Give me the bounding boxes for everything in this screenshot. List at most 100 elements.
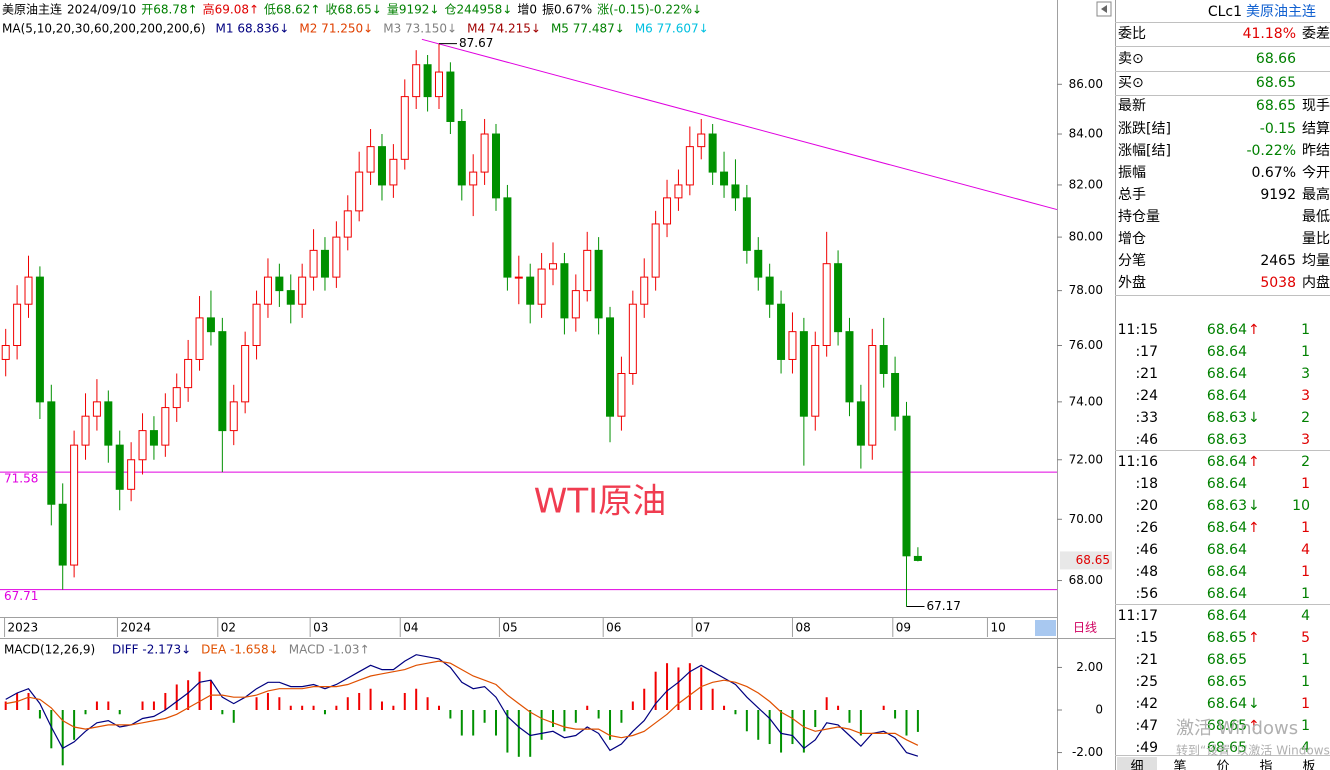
ma-legend-item: M5 77.487↓ bbox=[551, 22, 625, 36]
quote-right-label: 量比 bbox=[1302, 231, 1330, 247]
macd-legend-item: MACD -1.03↑ bbox=[289, 643, 370, 657]
tick-time: :56 bbox=[1135, 586, 1158, 602]
quote-value: 9192 bbox=[1260, 187, 1296, 203]
candle-body bbox=[628, 303, 637, 374]
active-tab[interactable] bbox=[1117, 757, 1157, 770]
tick-time: :24 bbox=[1135, 388, 1158, 404]
x-tick-label: 08 bbox=[795, 621, 810, 635]
bottom-tab[interactable]: 价 bbox=[1216, 760, 1229, 770]
candle-body bbox=[879, 345, 888, 374]
y-tick-label: 78.00 bbox=[1069, 283, 1103, 297]
tick-price: 68.63 bbox=[1207, 498, 1247, 514]
quote-label: 涨幅[结] bbox=[1118, 143, 1171, 159]
tick-time: :46 bbox=[1135, 432, 1158, 448]
candle-body bbox=[834, 263, 843, 333]
tick-volume: 3 bbox=[1301, 388, 1310, 404]
candle-body bbox=[514, 276, 523, 279]
tick-time: :49 bbox=[1135, 740, 1158, 756]
os-watermark-text: 转到“设置”以激活 Windows。 bbox=[1176, 743, 1330, 758]
tick-volume: 2 bbox=[1301, 410, 1310, 426]
candle-body bbox=[583, 249, 592, 292]
tick-price: 68.64 bbox=[1207, 476, 1247, 492]
macd-title: MACD(12,26,9) bbox=[4, 643, 95, 657]
tick-volume: 3 bbox=[1301, 432, 1310, 448]
x-tick-label: 07 bbox=[695, 621, 710, 635]
tick-volume: 1 bbox=[1301, 586, 1310, 602]
tick-arrow: ↓ bbox=[1248, 498, 1260, 514]
candle-body bbox=[891, 372, 900, 417]
candle-body bbox=[13, 303, 22, 347]
quote-right-label: 委差 bbox=[1302, 26, 1330, 42]
quote-code: CLc1 bbox=[1208, 4, 1242, 20]
x-tick-label: 05 bbox=[502, 621, 517, 635]
last-price-box bbox=[1060, 551, 1112, 570]
bottom-tab[interactable]: 板 bbox=[1302, 760, 1315, 770]
toggle-icon bbox=[1101, 5, 1107, 13]
candle-body bbox=[469, 171, 478, 186]
tick-time: :21 bbox=[1135, 366, 1158, 382]
tick-volume: 2 bbox=[1301, 454, 1310, 470]
bottom-tab[interactable]: 细 bbox=[1130, 760, 1143, 770]
tick-time: :33 bbox=[1135, 410, 1158, 426]
candle-body bbox=[708, 133, 717, 173]
tick-volume: 1 bbox=[1301, 718, 1310, 734]
quote-value: 5038 bbox=[1260, 275, 1296, 291]
quote-value: 2465 bbox=[1260, 253, 1296, 269]
quote-value: 0.67% bbox=[1252, 165, 1296, 181]
candle-body bbox=[617, 372, 626, 417]
candle-body bbox=[560, 263, 569, 319]
candle-body bbox=[229, 401, 238, 432]
tick-volume: 5 bbox=[1301, 630, 1310, 646]
header-item: 量9192↓ bbox=[387, 3, 440, 17]
candle-body bbox=[377, 146, 386, 186]
x-tick-label: 02 bbox=[221, 621, 236, 635]
quote-right-label: 最高 bbox=[1302, 186, 1330, 203]
candle-body bbox=[537, 268, 546, 305]
macd-legend-item: DIFF -2.173↓ bbox=[112, 643, 191, 657]
candle-body bbox=[47, 401, 56, 505]
quote-name: 美原油主连 bbox=[1246, 4, 1316, 20]
candle-body bbox=[913, 555, 922, 561]
quote-label: 外盘 bbox=[1118, 274, 1146, 291]
candle-body bbox=[366, 146, 375, 173]
header-item: 2024/09/10 bbox=[67, 3, 136, 17]
candle-body bbox=[127, 459, 136, 490]
quote-label: 增仓 bbox=[1118, 231, 1146, 247]
header-item: 美原油主连 bbox=[2, 2, 62, 17]
os-watermark-title: 激活 Windows bbox=[1176, 718, 1298, 739]
y-tick-label: 74.00 bbox=[1069, 394, 1103, 408]
quote-value: 68.65 bbox=[1256, 98, 1296, 114]
header-item: 高69.08↑ bbox=[203, 2, 259, 17]
x-tick-label: 2024 bbox=[120, 621, 151, 635]
trendline bbox=[421, 38, 1058, 211]
tick-volume: 1 bbox=[1301, 652, 1310, 668]
y-tick-label: 86.00 bbox=[1069, 77, 1103, 91]
candle-body bbox=[1, 345, 10, 360]
tick-price: 68.64 bbox=[1207, 322, 1247, 338]
quote-right-label: 均量 bbox=[1302, 253, 1330, 269]
tick-arrow: ↓ bbox=[1248, 410, 1260, 426]
candle-body bbox=[651, 223, 660, 278]
bottom-tab[interactable]: 笔 bbox=[1173, 759, 1186, 770]
header-item: 仓244958↓ bbox=[444, 3, 512, 17]
candle-body bbox=[24, 276, 33, 305]
tick-arrow: ↑ bbox=[1248, 520, 1260, 536]
tick-price: 68.65 bbox=[1207, 630, 1247, 646]
x-tick-label: 10 bbox=[990, 621, 1005, 635]
candle-body bbox=[720, 171, 729, 186]
candle-body bbox=[446, 71, 455, 122]
candle-body bbox=[400, 96, 409, 160]
tick-time: :18 bbox=[1135, 476, 1158, 492]
y-tick-label: 82.00 bbox=[1069, 177, 1103, 191]
scroll-thumb[interactable] bbox=[1035, 620, 1056, 636]
candle-body bbox=[389, 158, 398, 186]
candle-body bbox=[70, 444, 79, 566]
candle-body bbox=[742, 197, 751, 251]
bottom-tab[interactable]: 指 bbox=[1259, 760, 1272, 770]
ma-legend-item: M3 73.150↓ bbox=[383, 22, 457, 36]
quote-label: 涨跌[结] bbox=[1118, 121, 1171, 137]
period-label[interactable]: 日线 bbox=[1073, 621, 1097, 635]
tick-time: :15 bbox=[1135, 630, 1158, 646]
